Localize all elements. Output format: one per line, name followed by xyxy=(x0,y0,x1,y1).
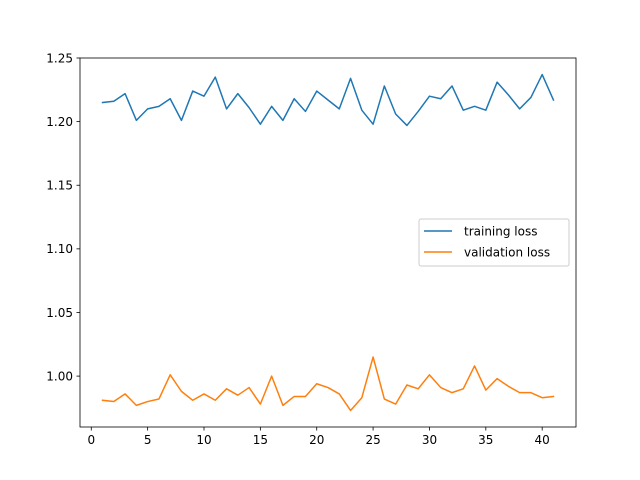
series-line-0 xyxy=(101,73,555,127)
x-tick-label: 25 xyxy=(365,433,380,447)
y-tick-label: 1.00 xyxy=(46,369,73,383)
x-tick-label: 30 xyxy=(422,433,437,447)
plot-frame xyxy=(79,57,577,428)
x-tick-label: 10 xyxy=(196,433,211,447)
y-tick-label: 1.05 xyxy=(46,306,73,320)
x-tick-label: 5 xyxy=(144,433,152,447)
y-tick-label: 1.20 xyxy=(46,115,73,129)
x-tick-label: 40 xyxy=(535,433,550,447)
y-tick-label: 1.10 xyxy=(46,242,73,256)
x-tick-label: 35 xyxy=(478,433,493,447)
legend-box xyxy=(418,218,570,267)
axes: 0 5 10 15 20 25 30 35 40 1.00 1.05 1.10 1.15 1.20 1.25 xyxy=(46,51,577,447)
y-tick-label: 1.15 xyxy=(46,179,73,193)
x-tick-label: 0 xyxy=(87,433,95,447)
x-tick-label: 20 xyxy=(309,433,324,447)
series-line-1 xyxy=(101,356,555,412)
legend-label-0: training loss xyxy=(464,225,537,239)
legend: training loss validation loss xyxy=(418,218,570,267)
y-tick-label: 1.25 xyxy=(46,51,73,65)
legend-label-1: validation loss xyxy=(464,246,550,260)
x-tick-label: 15 xyxy=(253,433,268,447)
plot-lines xyxy=(101,73,555,412)
